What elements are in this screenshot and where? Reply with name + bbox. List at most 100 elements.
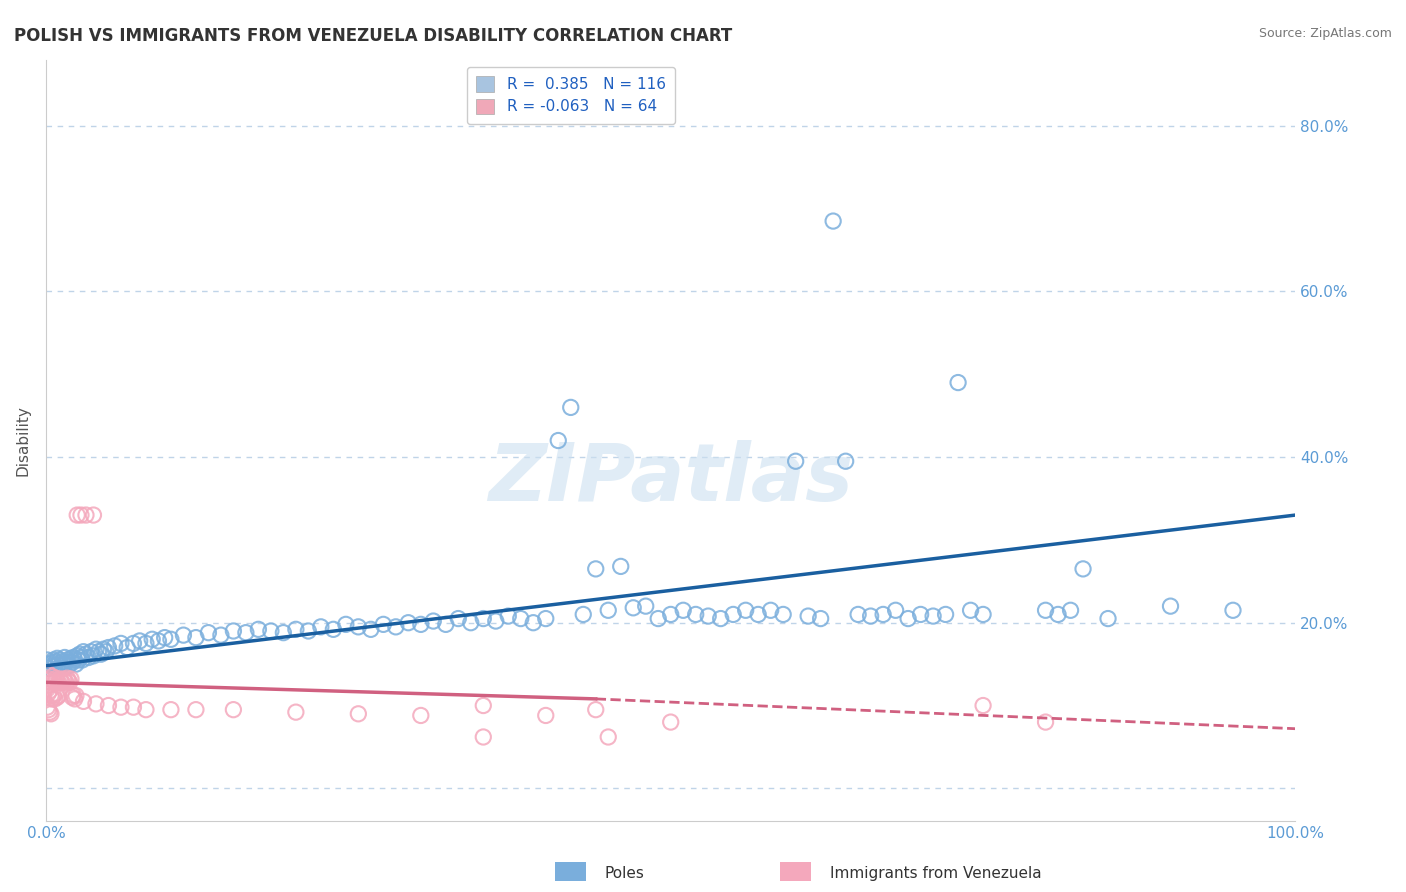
Point	[247, 623, 270, 637]
Point	[447, 611, 470, 625]
Point	[49, 658, 72, 673]
Point	[60, 690, 83, 705]
Point	[63, 692, 86, 706]
Point	[485, 614, 508, 628]
Point	[110, 700, 132, 714]
Point	[60, 656, 83, 670]
Point	[360, 623, 382, 637]
Point	[53, 650, 76, 665]
Point	[110, 636, 132, 650]
Point	[77, 650, 100, 665]
Point	[759, 603, 782, 617]
Point	[534, 611, 557, 625]
Point	[1047, 607, 1070, 622]
Point	[39, 689, 62, 703]
Point	[141, 632, 163, 647]
Point	[846, 607, 869, 622]
Y-axis label: Disability: Disability	[15, 405, 30, 476]
Point	[38, 672, 60, 686]
Point	[659, 607, 682, 622]
Point	[115, 640, 138, 655]
Point	[65, 689, 87, 703]
Point	[197, 625, 219, 640]
Point	[45, 655, 67, 669]
Point	[859, 609, 882, 624]
Point	[45, 671, 67, 685]
Point	[672, 603, 695, 617]
Point	[48, 672, 70, 686]
Text: POLISH VS IMMIGRANTS FROM VENEZUELA DISABILITY CORRELATION CHART: POLISH VS IMMIGRANTS FROM VENEZUELA DISA…	[14, 27, 733, 45]
Point	[409, 617, 432, 632]
Point	[972, 607, 994, 622]
Point	[347, 706, 370, 721]
Point	[44, 658, 66, 673]
Point	[472, 698, 495, 713]
Point	[84, 642, 107, 657]
Point	[585, 562, 607, 576]
Point	[37, 661, 59, 675]
Point	[66, 508, 89, 522]
Point	[93, 642, 115, 657]
Point	[38, 683, 60, 698]
Point	[634, 599, 657, 614]
Point	[63, 653, 86, 667]
Point	[38, 705, 60, 719]
Point	[910, 607, 932, 622]
Point	[472, 611, 495, 625]
Point	[697, 609, 720, 624]
Point	[65, 657, 87, 672]
Point	[37, 686, 59, 700]
Point	[897, 611, 920, 625]
Point	[46, 690, 69, 705]
Point	[46, 673, 69, 688]
Point	[58, 658, 80, 673]
Point	[56, 653, 79, 667]
Point	[322, 623, 344, 637]
Point	[922, 609, 945, 624]
Point	[44, 675, 66, 690]
Point	[87, 645, 110, 659]
Point	[647, 611, 669, 625]
Point	[335, 617, 357, 632]
Point	[409, 708, 432, 723]
Point	[659, 715, 682, 730]
Point	[56, 671, 79, 685]
Point	[48, 675, 70, 690]
Point	[94, 645, 117, 659]
Point	[48, 689, 70, 703]
Point	[946, 376, 969, 390]
Point	[52, 657, 75, 672]
Point	[42, 689, 65, 703]
Point	[82, 648, 104, 663]
Point	[104, 639, 127, 653]
Point	[80, 645, 103, 659]
Point	[1071, 562, 1094, 576]
Point	[48, 653, 70, 667]
Point	[260, 624, 283, 638]
Point	[498, 609, 520, 624]
Point	[184, 631, 207, 645]
Point	[385, 620, 408, 634]
Point	[460, 615, 482, 630]
Point	[42, 673, 65, 688]
Point	[884, 603, 907, 617]
Point	[39, 706, 62, 721]
Point	[128, 634, 150, 648]
Point	[834, 454, 856, 468]
Point	[685, 607, 707, 622]
Point	[509, 611, 531, 625]
Point	[721, 607, 744, 622]
Point	[37, 653, 59, 667]
Point	[49, 673, 72, 688]
Point	[823, 214, 845, 228]
Point	[560, 401, 582, 415]
Point	[148, 634, 170, 648]
Point	[935, 607, 957, 622]
Point	[51, 655, 73, 669]
Point	[1059, 603, 1081, 617]
Point	[52, 672, 75, 686]
Point	[70, 650, 93, 665]
Point	[810, 611, 832, 625]
Point	[41, 692, 63, 706]
Point	[422, 614, 444, 628]
